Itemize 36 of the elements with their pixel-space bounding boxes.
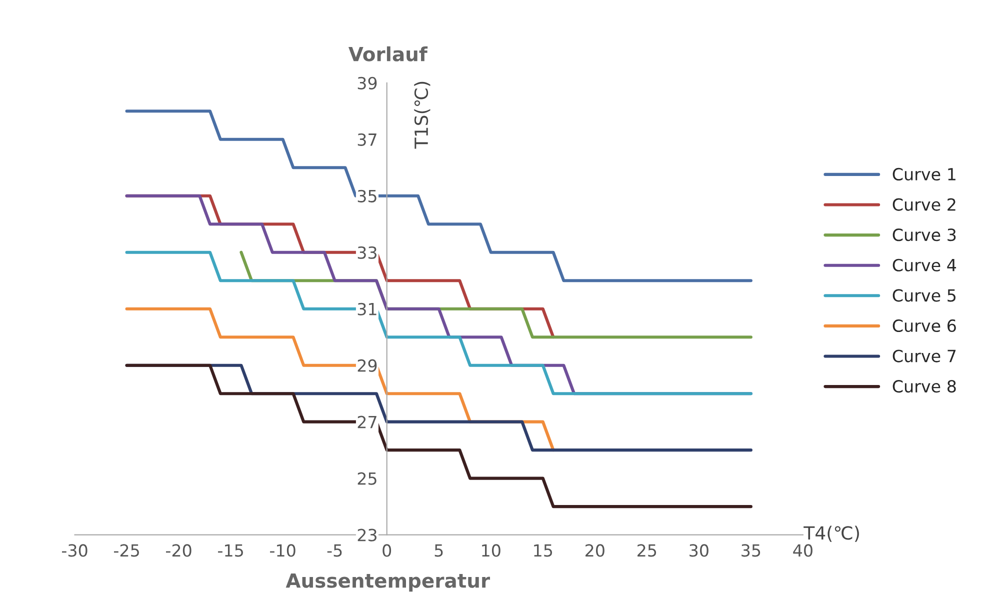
legend-label: Curve 3 [892, 228, 956, 242]
legend-label: Curve 1 [892, 168, 956, 181]
x-tick-label: -10 [270, 544, 296, 557]
x-tick-label: -30 [62, 544, 88, 557]
y-tick-label: 39 [358, 76, 377, 90]
legend-label: Curve 5 [892, 289, 956, 302]
x-tick-label: 35 [742, 544, 760, 557]
x-tick-label: -15 [218, 544, 243, 557]
x-tick-label: 20 [586, 544, 604, 557]
y-tick-label: 31 [358, 302, 376, 316]
x-axis-title: T4(℃) [804, 526, 859, 542]
x-tick-label: -20 [166, 544, 192, 557]
legend-label: Curve 7 [892, 350, 956, 362]
y-tick-label: 29 [358, 359, 377, 372]
legend-label: Curve 2 [892, 198, 956, 211]
text: Aussentemperatur [286, 573, 490, 592]
y-tick-label: 25 [358, 472, 376, 485]
x-tick-label: -5 [327, 544, 342, 557]
y-tick-label: 23 [358, 528, 376, 542]
y-tick-label: 33 [358, 246, 376, 259]
y-tick-label: 27 [358, 416, 376, 428]
x-tick-label: 30 [690, 544, 708, 557]
legend-label: Curve 4 [892, 258, 956, 272]
legend-label: Curve 8 [892, 380, 956, 393]
x-tick-label: 25 [638, 544, 656, 557]
x-tick-label: 5 [434, 544, 443, 557]
y-tick-label: 37 [358, 133, 376, 146]
x-tick-label: 15 [534, 544, 552, 557]
x-tick-label: 0 [382, 544, 392, 557]
x-tick-label: 10 [482, 544, 500, 557]
x-tick-label: -25 [114, 544, 139, 557]
x-tick-label: 40 [793, 544, 812, 557]
legend-label: Curve 6 [892, 319, 956, 332]
y-tick-label: 35 [358, 190, 376, 202]
y-axis-title: T1S(℃) [414, 82, 430, 149]
text: Vorlauf [348, 46, 428, 62]
